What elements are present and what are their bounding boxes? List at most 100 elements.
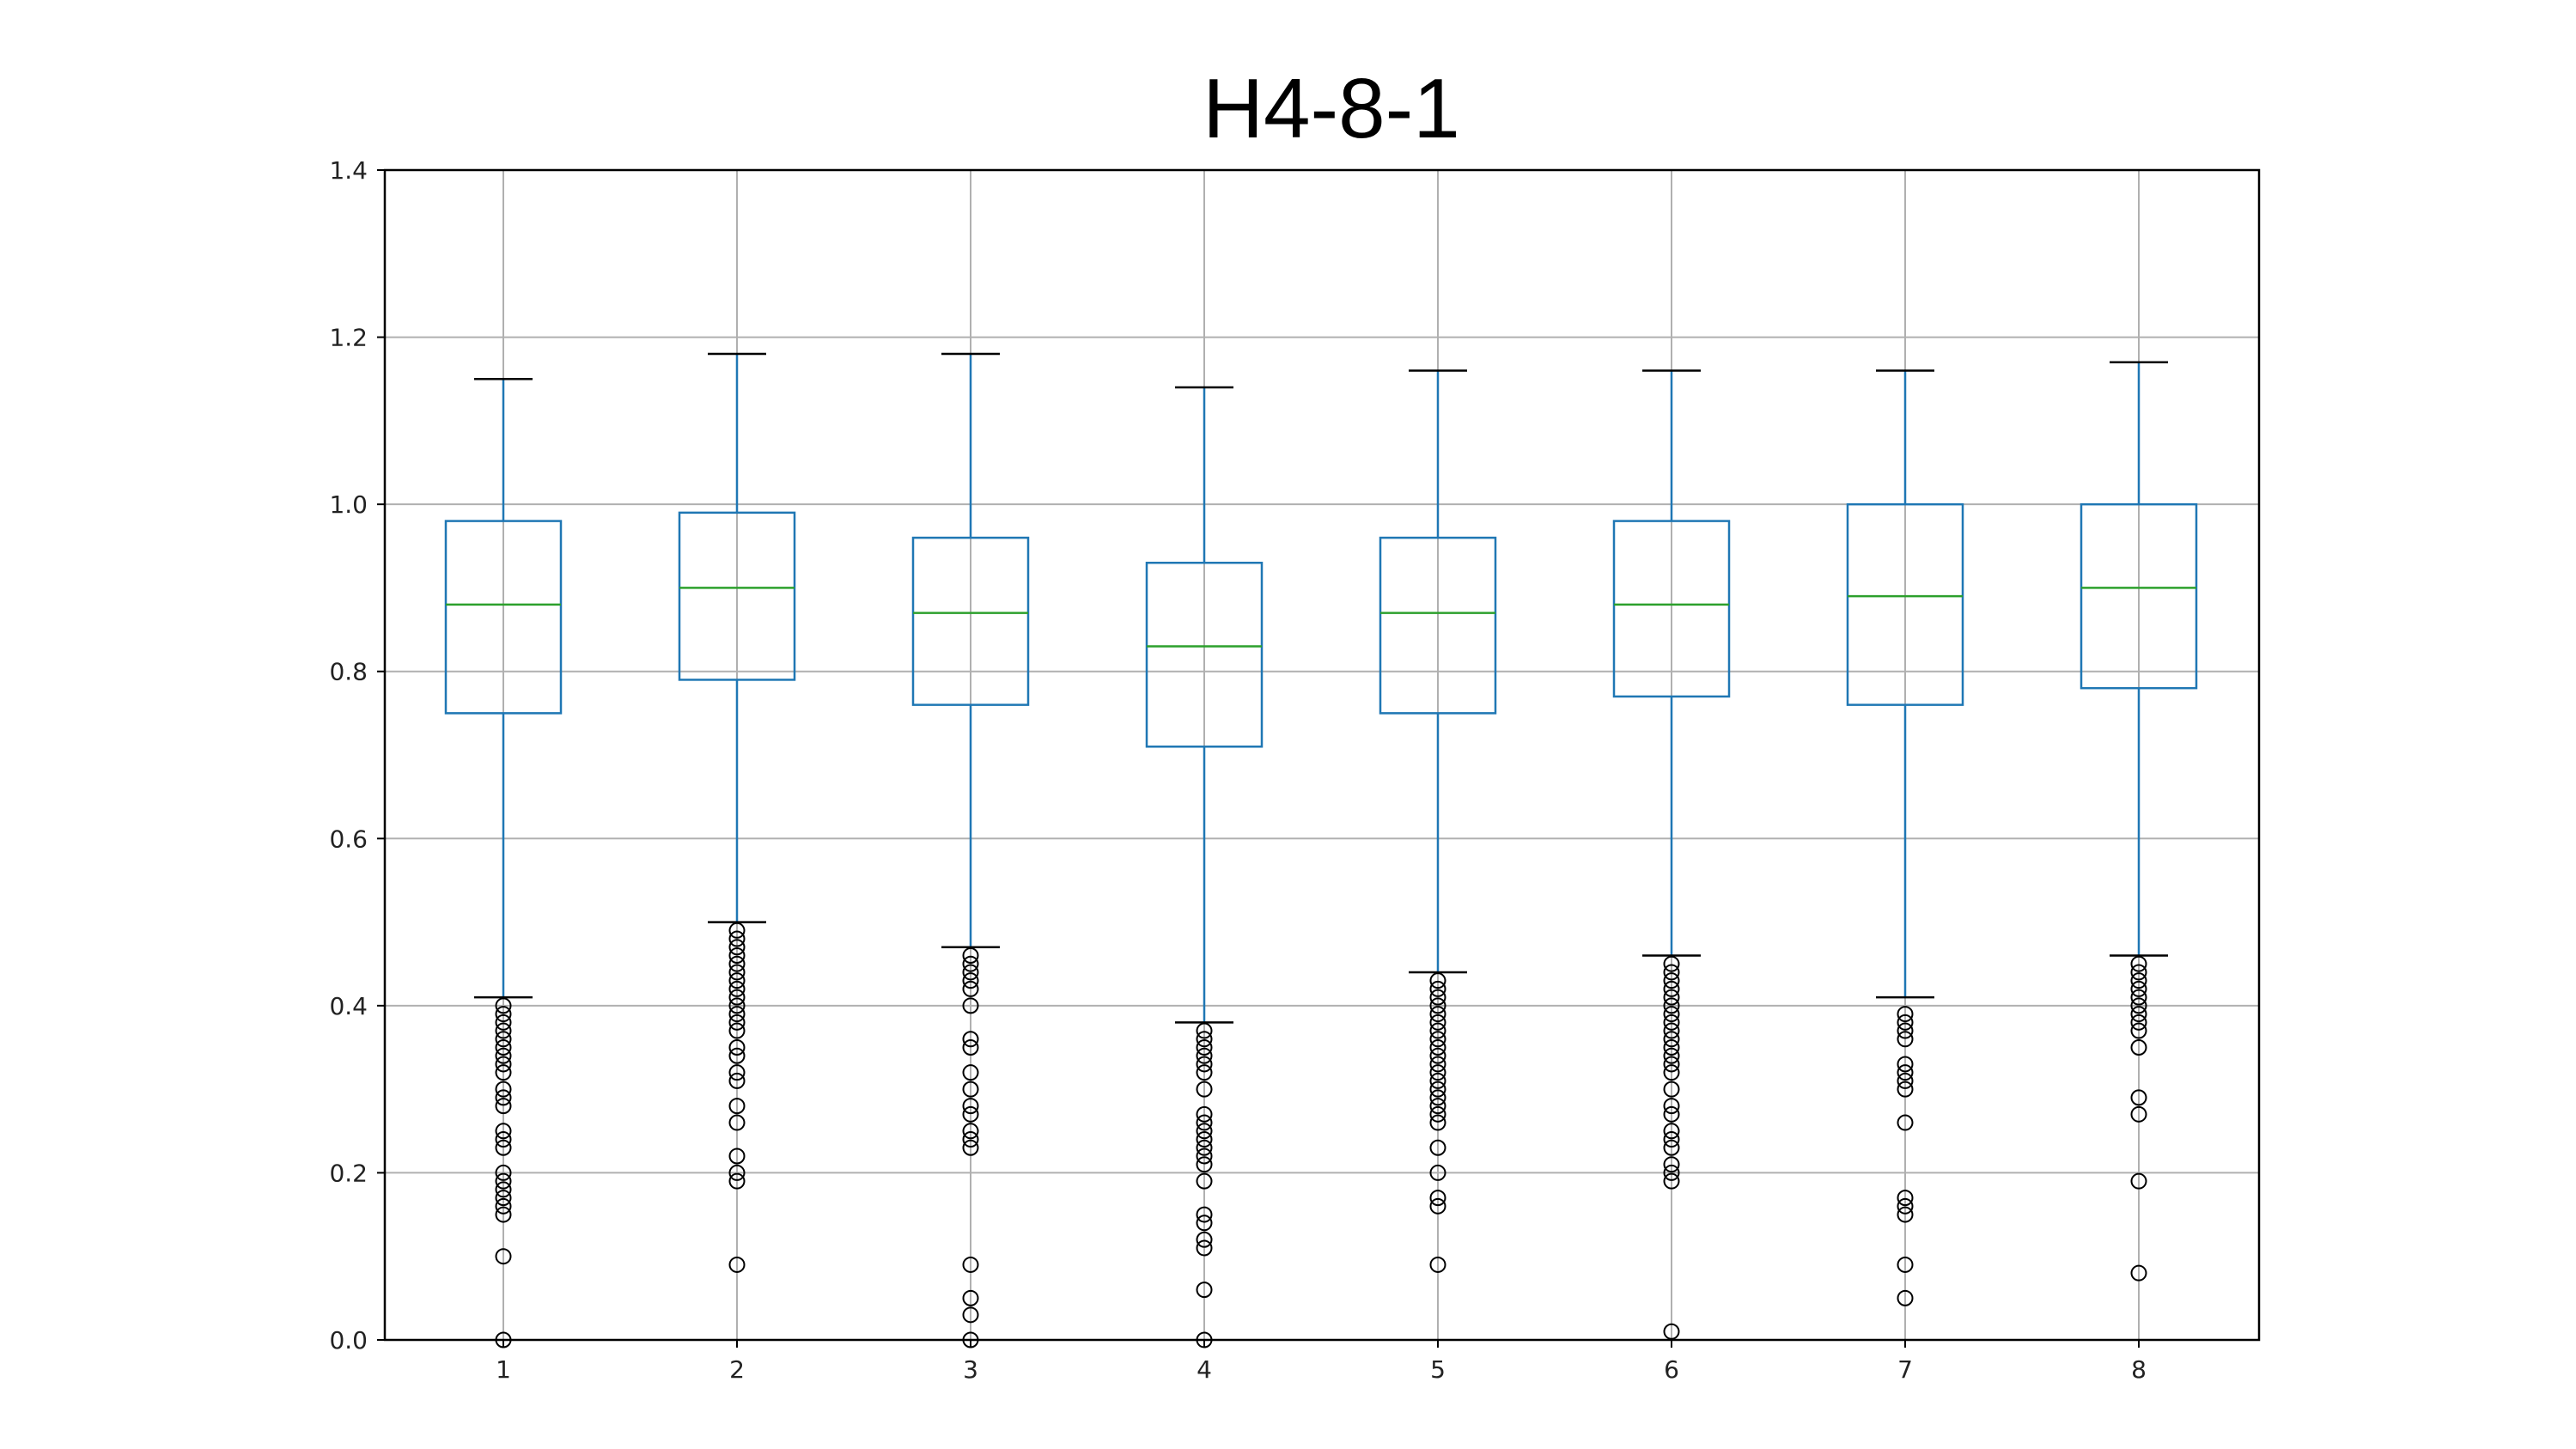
box-iqr xyxy=(1846,502,1964,706)
flier-point xyxy=(728,997,746,1014)
flier-point xyxy=(1196,1123,1213,1140)
flier-point xyxy=(1429,1256,1446,1273)
flier-point xyxy=(962,997,979,1014)
flier-point xyxy=(728,1014,746,1031)
flier-point xyxy=(962,1289,979,1306)
flier-point xyxy=(495,1039,512,1056)
x-tick-label: 4 xyxy=(1197,1355,1212,1384)
flier-point xyxy=(728,1006,746,1023)
flier-point xyxy=(1196,1156,1213,1173)
flier-point xyxy=(1429,1081,1446,1098)
flier-point xyxy=(1429,980,1446,997)
x-tick-label: 6 xyxy=(1664,1355,1679,1384)
flier-point xyxy=(2130,1105,2147,1123)
flier-point xyxy=(728,947,746,964)
flier-point xyxy=(495,1172,512,1190)
flier-point xyxy=(1429,997,1446,1014)
flier-point xyxy=(1663,1156,1680,1173)
flier-point xyxy=(1663,1064,1680,1081)
flier-point xyxy=(2130,1006,2147,1023)
flier-point xyxy=(962,1256,979,1273)
box-group xyxy=(444,377,563,1349)
flier-point xyxy=(1663,1022,1680,1039)
flier-point xyxy=(495,1190,512,1207)
flier-point xyxy=(962,947,979,964)
flier-point xyxy=(1196,1031,1213,1048)
flier-point xyxy=(495,1123,512,1140)
flier-point xyxy=(1196,1056,1213,1073)
flier-point xyxy=(1663,1105,1680,1123)
flier-point xyxy=(1663,1139,1680,1156)
flier-point xyxy=(1663,1131,1680,1148)
flier-point xyxy=(1663,1056,1680,1073)
flier-point xyxy=(495,1139,512,1156)
flier-point xyxy=(2130,1264,2147,1282)
flier-point xyxy=(495,1031,512,1048)
flier-point xyxy=(1429,1190,1446,1207)
flier-point xyxy=(728,964,746,981)
flier-point xyxy=(1663,1081,1680,1098)
flier-point xyxy=(1196,1148,1213,1165)
y-tick-label: 0.4 xyxy=(329,992,368,1020)
flier-point xyxy=(1429,1014,1446,1031)
flier-point xyxy=(1429,1039,1446,1056)
flier-point xyxy=(495,1064,512,1081)
flier-point xyxy=(728,930,746,947)
x-tick-label: 2 xyxy=(729,1355,745,1384)
flier-point xyxy=(1897,1256,1914,1273)
flier-point xyxy=(1897,1190,1914,1207)
flier-point xyxy=(1663,997,1680,1014)
flier-point xyxy=(728,1098,746,1115)
flier-point xyxy=(728,1256,746,1273)
flier-point xyxy=(1429,1114,1446,1131)
grid-layer xyxy=(385,169,2259,1341)
flier-point xyxy=(495,1181,512,1198)
flier-point xyxy=(1196,1131,1213,1148)
flier-point xyxy=(1897,1081,1914,1098)
chart-title: H4-8-1 xyxy=(1203,61,1460,155)
flier-point xyxy=(962,1306,979,1324)
flier-point xyxy=(2130,989,2147,1006)
flier-point xyxy=(1429,989,1446,1006)
flier-point xyxy=(495,1056,512,1073)
flier-point xyxy=(1897,1022,1914,1039)
flier-point xyxy=(495,1098,512,1115)
flier-point xyxy=(1196,1215,1213,1232)
box-iqr xyxy=(1145,561,1264,748)
box-iqr xyxy=(2080,502,2198,690)
flier-point xyxy=(728,922,746,939)
flier-point xyxy=(962,1098,979,1115)
flier-point xyxy=(1663,1014,1680,1031)
flier-point xyxy=(2130,1172,2147,1190)
x-tick-label: 1 xyxy=(496,1355,511,1384)
y-tick-label: 1.0 xyxy=(329,490,368,519)
flier-point xyxy=(495,1197,512,1215)
box-group xyxy=(2080,361,2198,1282)
flier-point xyxy=(1429,1022,1446,1039)
flier-point xyxy=(962,1105,979,1123)
box-group xyxy=(911,352,1030,1349)
flier-point xyxy=(1429,1164,1446,1181)
flier-point xyxy=(1196,1114,1213,1131)
flier-point xyxy=(962,1131,979,1148)
flier-point xyxy=(495,1089,512,1106)
box-iqr xyxy=(678,511,796,681)
flier-point xyxy=(728,1172,746,1190)
flier-point xyxy=(1429,972,1446,989)
flier-point xyxy=(495,1081,512,1098)
flier-point xyxy=(1897,1114,1914,1131)
flier-point xyxy=(1196,1139,1213,1156)
flier-point xyxy=(1663,955,1680,972)
x-tick-label: 7 xyxy=(1897,1355,1913,1384)
flier-point xyxy=(728,1064,746,1081)
flier-point xyxy=(1897,1006,1914,1023)
plot-frame xyxy=(383,168,2261,1342)
box-group xyxy=(1846,369,1964,1306)
flier-point xyxy=(495,1248,512,1265)
y-tick-label: 0.2 xyxy=(329,1159,368,1187)
flier-point xyxy=(1663,1098,1680,1115)
flier-point xyxy=(1429,1139,1446,1156)
box-group xyxy=(1145,386,1264,1349)
flier-point xyxy=(1429,1064,1446,1081)
flier-point xyxy=(2130,1039,2147,1056)
